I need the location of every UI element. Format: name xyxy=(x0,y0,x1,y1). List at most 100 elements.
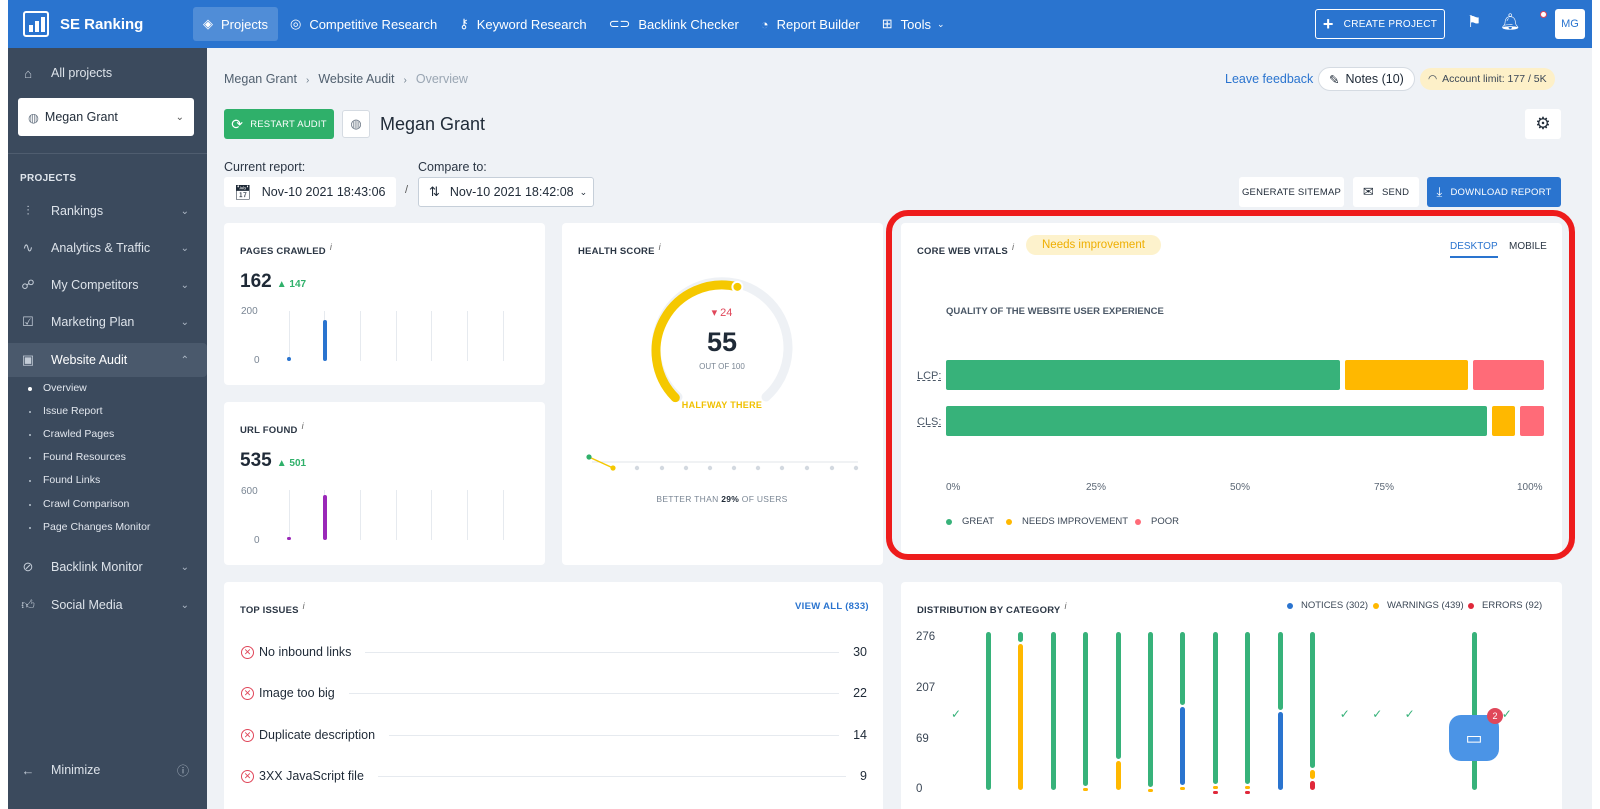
chat-badge: 2 xyxy=(1487,708,1503,724)
create-project-button[interactable]: + CREATE PROJECT xyxy=(1315,9,1445,39)
distribution-bar-segment xyxy=(1180,786,1186,790)
cwv-tick: 25% xyxy=(1086,482,1107,493)
issue-row[interactable]: ✕ 3XX JavaScript file 9 xyxy=(241,767,867,785)
sidebar-item-marketing-plan[interactable]: ☑ Marketing Plan ⌄ xyxy=(8,305,207,339)
nav-keyword-research[interactable]: ⚷ Keyword Research xyxy=(459,16,587,32)
chat-icon: ▭ xyxy=(1465,727,1483,748)
link-icon: ⊘ xyxy=(22,559,34,574)
distribution-bar-segment xyxy=(1212,790,1218,794)
mail-icon: ✉ xyxy=(1362,184,1374,199)
legend-warnings: WARNINGS (439) xyxy=(1373,600,1464,611)
bell-icon[interactable]: 🔔︎ xyxy=(1500,14,1521,31)
activity-icon: ∿ xyxy=(22,240,34,255)
checklist-icon: ☑ xyxy=(22,314,34,329)
legend-poor: POOR xyxy=(1135,516,1179,527)
breadcrumb-current: Overview xyxy=(415,72,468,86)
url-found-value: 535 ▲ 501 xyxy=(240,450,307,471)
edit-icon: ✎ xyxy=(1329,72,1340,87)
view-all-issues-link[interactable]: VIEW ALL (833) xyxy=(795,601,869,612)
legend-notices: NOTICES (302) xyxy=(1287,600,1368,611)
health-score-card: HEALTH SCORE i ▾ 24 55 OUT OF 100 HALFWAY… xyxy=(562,223,883,565)
compare-to-label: Compare to: xyxy=(418,160,487,174)
issue-row[interactable]: ✕ No inbound links 30 xyxy=(241,643,867,661)
speedometer-icon: ◠ xyxy=(1428,73,1438,85)
gear-icon[interactable]: ⚙ xyxy=(1525,109,1561,139)
chevron-down-icon: ⌄ xyxy=(579,186,588,197)
flag-icon[interactable]: ⚑ xyxy=(1467,14,1482,31)
compare-to-select[interactable]: ⇅ Nov-10 2021 18:42:08 ⌄ xyxy=(418,177,594,207)
cwv-bar-poor xyxy=(1520,406,1544,436)
logo[interactable]: SE Ranking xyxy=(23,11,193,37)
distribution-bar-segment xyxy=(1018,643,1024,790)
legend-errors: ERRORS (92) xyxy=(1468,600,1542,611)
sidebar-sub-crawled-pages[interactable]: Crawled Pages xyxy=(28,428,115,440)
nav-report-builder[interactable]: ◔ Report Builder xyxy=(760,16,860,32)
divider xyxy=(8,153,207,154)
sidebar-item-social-media[interactable]: 👍︎ Social Media ⌄ xyxy=(8,588,207,622)
health-score-value: 55 xyxy=(706,327,738,357)
issue-row[interactable]: ✕ Image too big 22 xyxy=(241,684,867,702)
generate-sitemap-button[interactable]: GENERATE SITEMAP xyxy=(1239,177,1344,207)
info-icon[interactable]: i xyxy=(301,421,304,431)
error-icon: ✕ xyxy=(241,645,254,659)
nav-projects[interactable]: ◈ Projects xyxy=(193,7,278,41)
sidebar-sub-crawl-comparison[interactable]: Crawl Comparison xyxy=(28,498,130,510)
globe-icon[interactable]: ◍ xyxy=(342,110,370,138)
send-button[interactable]: ✉ SEND xyxy=(1353,177,1419,207)
sidebar-sub-page-changes-monitor[interactable]: Page Changes Monitor xyxy=(28,521,151,533)
nav-backlink-checker[interactable]: ⊂⊃ Backlink Checker xyxy=(608,16,739,32)
sidebar-sub-issue-report[interactable]: Issue Report xyxy=(29,405,103,417)
grid-line xyxy=(360,311,361,361)
help-icon[interactable]: ⓘ xyxy=(176,763,189,778)
health-out-of: OUT OF 100 xyxy=(699,362,745,371)
issue-row[interactable]: ✕ Duplicate description 14 xyxy=(241,726,867,744)
grid-line xyxy=(289,311,290,361)
tab-mobile[interactable]: MOBILE xyxy=(1509,241,1547,252)
project-select[interactable]: ◍ Megan Grant ⌄ xyxy=(18,98,194,136)
separator: / xyxy=(405,184,409,196)
current-crawl-bar xyxy=(323,320,327,361)
cwv-bar-great xyxy=(946,360,1340,390)
distribution-bar-segment xyxy=(1147,788,1153,792)
tab-desktop[interactable]: DESKTOP xyxy=(1450,241,1498,258)
axis-min: 0 xyxy=(254,355,260,366)
avatar[interactable]: MG xyxy=(1555,9,1585,39)
distribution-bar-segment xyxy=(1277,712,1283,790)
nav-tools[interactable]: ⊞ Tools ⌄ xyxy=(881,16,945,32)
health-history-line xyxy=(586,454,859,471)
info-icon[interactable]: i xyxy=(1064,601,1067,611)
info-icon[interactable]: i xyxy=(658,242,661,252)
sidebar-item-my-competitors[interactable]: ☍ My Competitors ⌄ xyxy=(8,268,207,302)
info-icon[interactable]: i xyxy=(329,242,333,252)
sidebar-item-website-audit[interactable]: ▣ Website Audit ⌃ xyxy=(8,343,207,377)
sidebar-sub-found-links[interactable]: Found Links xyxy=(28,474,101,486)
error-icon: ✕ xyxy=(241,769,254,783)
sidebar-item-all-projects[interactable]: ⌂ All projects xyxy=(8,56,207,90)
breadcrumb-website-audit[interactable]: Website Audit xyxy=(318,72,395,86)
download-report-button[interactable]: ⤓ DOWNLOAD REPORT xyxy=(1427,177,1561,207)
cwv-tick: 0% xyxy=(946,482,961,493)
sidebar-minimize[interactable]: ← Minimize ⓘ xyxy=(8,753,207,787)
sidebar-sub-overview[interactable]: Overview xyxy=(28,382,87,394)
chevron-down-icon: ⌄ xyxy=(175,111,184,123)
restart-audit-button[interactable]: ⟳ RESTART AUDIT xyxy=(224,109,334,139)
chevron-right-icon: › xyxy=(305,75,310,86)
sidebar-item-rankings[interactable]: ⫶ Rankings ⌄ xyxy=(8,194,207,228)
breadcrumb-project[interactable]: Megan Grant xyxy=(224,72,297,86)
pages-crawled-value: 162 ▲ 147 xyxy=(240,271,307,292)
notes-button[interactable]: ✎ Notes (10) xyxy=(1318,67,1415,91)
info-icon[interactable]: i xyxy=(1011,242,1015,252)
check-icon: ✓ xyxy=(1404,707,1415,721)
sidebar-item-backlink-monitor[interactable]: ⊘ Backlink Monitor ⌄ xyxy=(8,550,207,584)
chevron-right-icon: › xyxy=(403,75,407,86)
nav-competitive-research[interactable]: ◎ Competitive Research xyxy=(289,16,438,32)
current-report-select[interactable]: 📅︎ Nov-10 2021 18:43:06 xyxy=(224,177,396,207)
bar-chart-icon: ⫶ xyxy=(26,203,30,218)
sidebar-item-analytics-traffic[interactable]: ∿ Analytics & Traffic ⌄ xyxy=(8,231,207,265)
distribution-bar-segment xyxy=(1245,785,1251,789)
page-title: Megan Grant xyxy=(380,114,486,134)
sidebar-sub-found-resources[interactable]: Found Resources xyxy=(29,451,126,463)
info-icon[interactable]: i xyxy=(302,601,305,611)
target-icon: ◎ xyxy=(289,16,302,31)
leave-feedback-link[interactable]: Leave feedback xyxy=(1225,72,1314,86)
